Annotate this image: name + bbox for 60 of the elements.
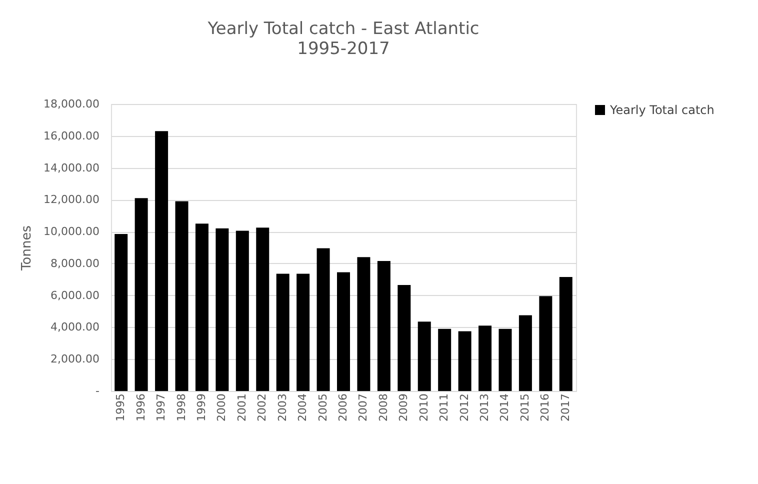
bar <box>377 261 390 391</box>
x-tick-label: 2008 <box>376 394 390 422</box>
y-tick-label: 14,000.00 <box>44 161 100 174</box>
x-tick-label: 1996 <box>134 394 148 422</box>
bar <box>418 322 431 391</box>
bar <box>175 201 188 391</box>
bar <box>337 272 350 391</box>
x-tick-label: 2003 <box>276 394 289 422</box>
bar <box>256 228 270 391</box>
x-tick-label: 2004 <box>296 394 310 422</box>
y-tick-label: 12,000.00 <box>44 193 100 206</box>
bar <box>296 274 310 391</box>
x-tick-label: 2001 <box>235 394 248 422</box>
chart-title: Yearly Total catch - East Atlantic <box>206 19 480 39</box>
y-tick-label: 18,000.00 <box>44 98 100 110</box>
y-tick-label: 6,000.00 <box>50 288 100 302</box>
x-tick-label: 2009 <box>397 394 410 422</box>
bar <box>357 257 370 391</box>
x-tick-label: 2007 <box>356 394 370 422</box>
bar <box>216 228 229 391</box>
x-tick-label: 2017 <box>558 394 572 422</box>
bar <box>518 315 532 391</box>
x-tick-label: 2013 <box>478 394 492 422</box>
x-tick-label: 2002 <box>256 394 269 422</box>
y-tick-label: 4,000.00 <box>50 320 100 334</box>
bar <box>134 198 148 391</box>
x-tick-label: 2000 <box>215 394 228 422</box>
bar <box>498 328 512 391</box>
x-tick-label: 2010 <box>417 394 430 422</box>
chart-subtitle: 1995-2017 <box>297 39 390 59</box>
y-tick-label: 10,000.00 <box>44 225 100 238</box>
bar <box>458 331 472 391</box>
x-tick-label: 2012 <box>458 394 471 422</box>
bar <box>398 284 411 391</box>
y-tick-label: - <box>96 384 100 398</box>
bar <box>236 230 249 391</box>
bar <box>559 276 572 391</box>
x-tick-label: 2014 <box>498 394 512 422</box>
bar <box>438 328 452 391</box>
bar <box>155 131 168 391</box>
x-tick-label: 2006 <box>336 394 350 422</box>
x-tick-label: 2011 <box>438 394 451 422</box>
bar <box>195 224 208 391</box>
x-tick-label: 1995 <box>114 394 128 422</box>
y-axis-title: Tonnes <box>20 225 35 272</box>
x-tick-label: 2016 <box>538 394 552 422</box>
legend-label: Yearly Total catch <box>609 103 714 117</box>
bar <box>539 296 552 391</box>
y-tick-label: 8,000.00 <box>50 256 100 270</box>
x-tick-label: 1997 <box>154 394 168 422</box>
x-tick-label: 1999 <box>194 394 208 422</box>
x-tick-label: 2005 <box>316 394 330 422</box>
bar <box>114 234 128 391</box>
x-tick-label: 1998 <box>174 394 188 422</box>
x-tick-label: 2015 <box>518 394 532 422</box>
y-tick-label: 2,000.00 <box>50 352 100 366</box>
bar <box>316 248 330 391</box>
bar <box>478 326 492 391</box>
y-tick-label: 16,000.00 <box>44 129 100 142</box>
bar <box>276 274 290 391</box>
